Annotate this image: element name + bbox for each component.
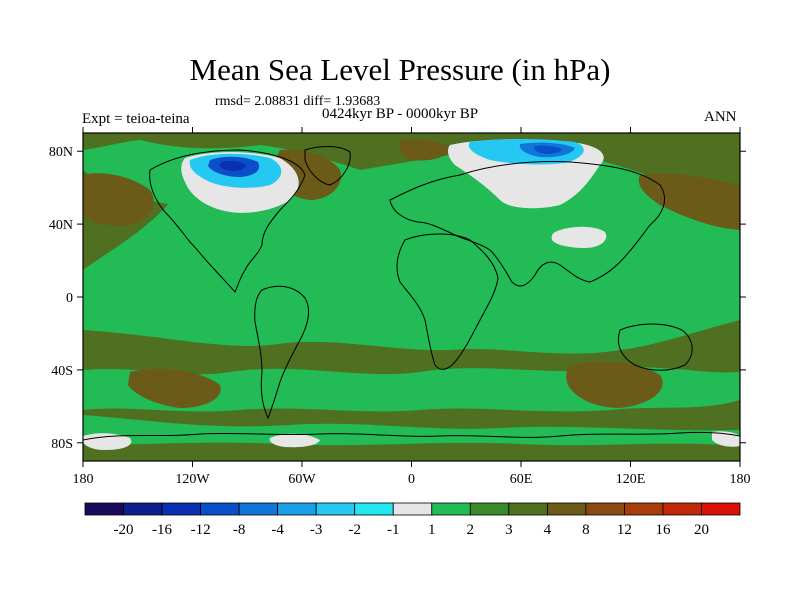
coast-north-america — [149, 149, 306, 293]
lon-tick-label: 120E — [616, 472, 646, 487]
colorbar-swatch — [624, 502, 664, 516]
lon-tick-label: 60E — [510, 472, 533, 487]
field-green-tropics — [83, 180, 740, 354]
stats-text: rmsd= 2.08831 diff= 1.93683 — [215, 94, 381, 109]
colorbar-swatch — [315, 502, 356, 516]
lat-tick-label: 0 — [66, 291, 73, 306]
colorbar-label: -16 — [152, 522, 172, 538]
lat-tick-label: 80N — [49, 145, 73, 160]
lon-tick-label: 60W — [288, 472, 316, 487]
coast-australia — [617, 323, 693, 371]
colorbar-label: -4 — [271, 522, 284, 538]
lat-tick-label: 40N — [49, 218, 73, 233]
season-label: ANN — [704, 109, 737, 125]
colorbar-swatch — [238, 502, 279, 516]
colorbar-swatch — [508, 502, 548, 516]
colorbar-swatch — [546, 502, 587, 516]
field-white-tibet — [551, 226, 607, 248]
field-brown-ne-pacific — [83, 173, 154, 226]
colorbar-label: 3 — [505, 522, 513, 538]
colorbar-label: 4 — [544, 522, 552, 538]
colorbar-swatch — [469, 502, 510, 516]
field-darkblue-north-america — [219, 161, 246, 171]
lon-axis: 180 120W 60W 0 60E 120E 180 — [73, 127, 751, 487]
lat-axis: 80N 40N 0 40S 80S — [49, 145, 746, 452]
coast-eurasia — [389, 161, 665, 287]
field-brown-nw-pacific — [638, 173, 740, 230]
colorbar-swatch — [585, 502, 625, 516]
coast-africa — [396, 233, 499, 370]
colorbar: -20 -16 -12 -8 -4 -3 -2 -1 1 2 3 4 8 12 16 20 — [84, 502, 741, 538]
field-green-southern-ocean — [83, 415, 740, 446]
colorbar-swatch — [161, 502, 201, 516]
colorbar-label: -3 — [310, 522, 323, 538]
colorbar-swatch — [123, 502, 163, 516]
lat-tick-label: 80S — [51, 437, 73, 452]
colorbar-swatch — [662, 502, 702, 516]
field-white-antarctica-mid — [269, 433, 320, 448]
lon-tick-label: 120W — [175, 472, 210, 487]
lon-tick-label: 180 — [73, 472, 94, 487]
colorbar-label: -2 — [348, 522, 361, 538]
lon-tick-label: 180 — [730, 472, 751, 487]
colorbar-swatch — [200, 502, 240, 516]
field-brown-south-pacific — [128, 368, 221, 408]
field-brown-arctic-rim — [399, 139, 450, 161]
map-title: Mean Sea Level Pressure (in hPa) — [189, 52, 611, 87]
coast-south-america — [254, 285, 310, 420]
lat-tick-label: 40S — [51, 364, 73, 379]
colorbar-label: -12 — [191, 522, 211, 538]
colorbar-swatch — [431, 502, 471, 516]
coast-antarctica — [83, 431, 740, 441]
colorbar-swatch — [392, 502, 433, 516]
colorbar-label: 8 — [582, 522, 590, 538]
colorbar-swatch — [277, 502, 317, 516]
field-blue-central-siberia — [534, 145, 562, 154]
coast-greenland — [304, 146, 351, 186]
colorbar-label: 1 — [428, 522, 436, 538]
colorbar-swatch — [84, 502, 124, 516]
colorbar-label: -1 — [387, 522, 400, 538]
colorbar-label: 20 — [694, 522, 709, 538]
coastlines — [83, 146, 740, 441]
colorbar-label: 16 — [655, 522, 671, 538]
colorbar-label: 2 — [467, 522, 475, 538]
field-brown-south-indian — [566, 361, 663, 408]
colorbar-label: -20 — [114, 522, 134, 538]
lon-tick-label: 0 — [408, 472, 415, 487]
colorbar-swatch — [354, 502, 394, 516]
period-text: 0424kyr BP - 0000kyr BP — [322, 106, 479, 122]
colorbar-swatch — [701, 502, 741, 516]
experiment-label: Expt = teioa-teina — [82, 111, 190, 127]
colorbar-label: 12 — [617, 522, 632, 538]
colorbar-label: -8 — [233, 522, 246, 538]
